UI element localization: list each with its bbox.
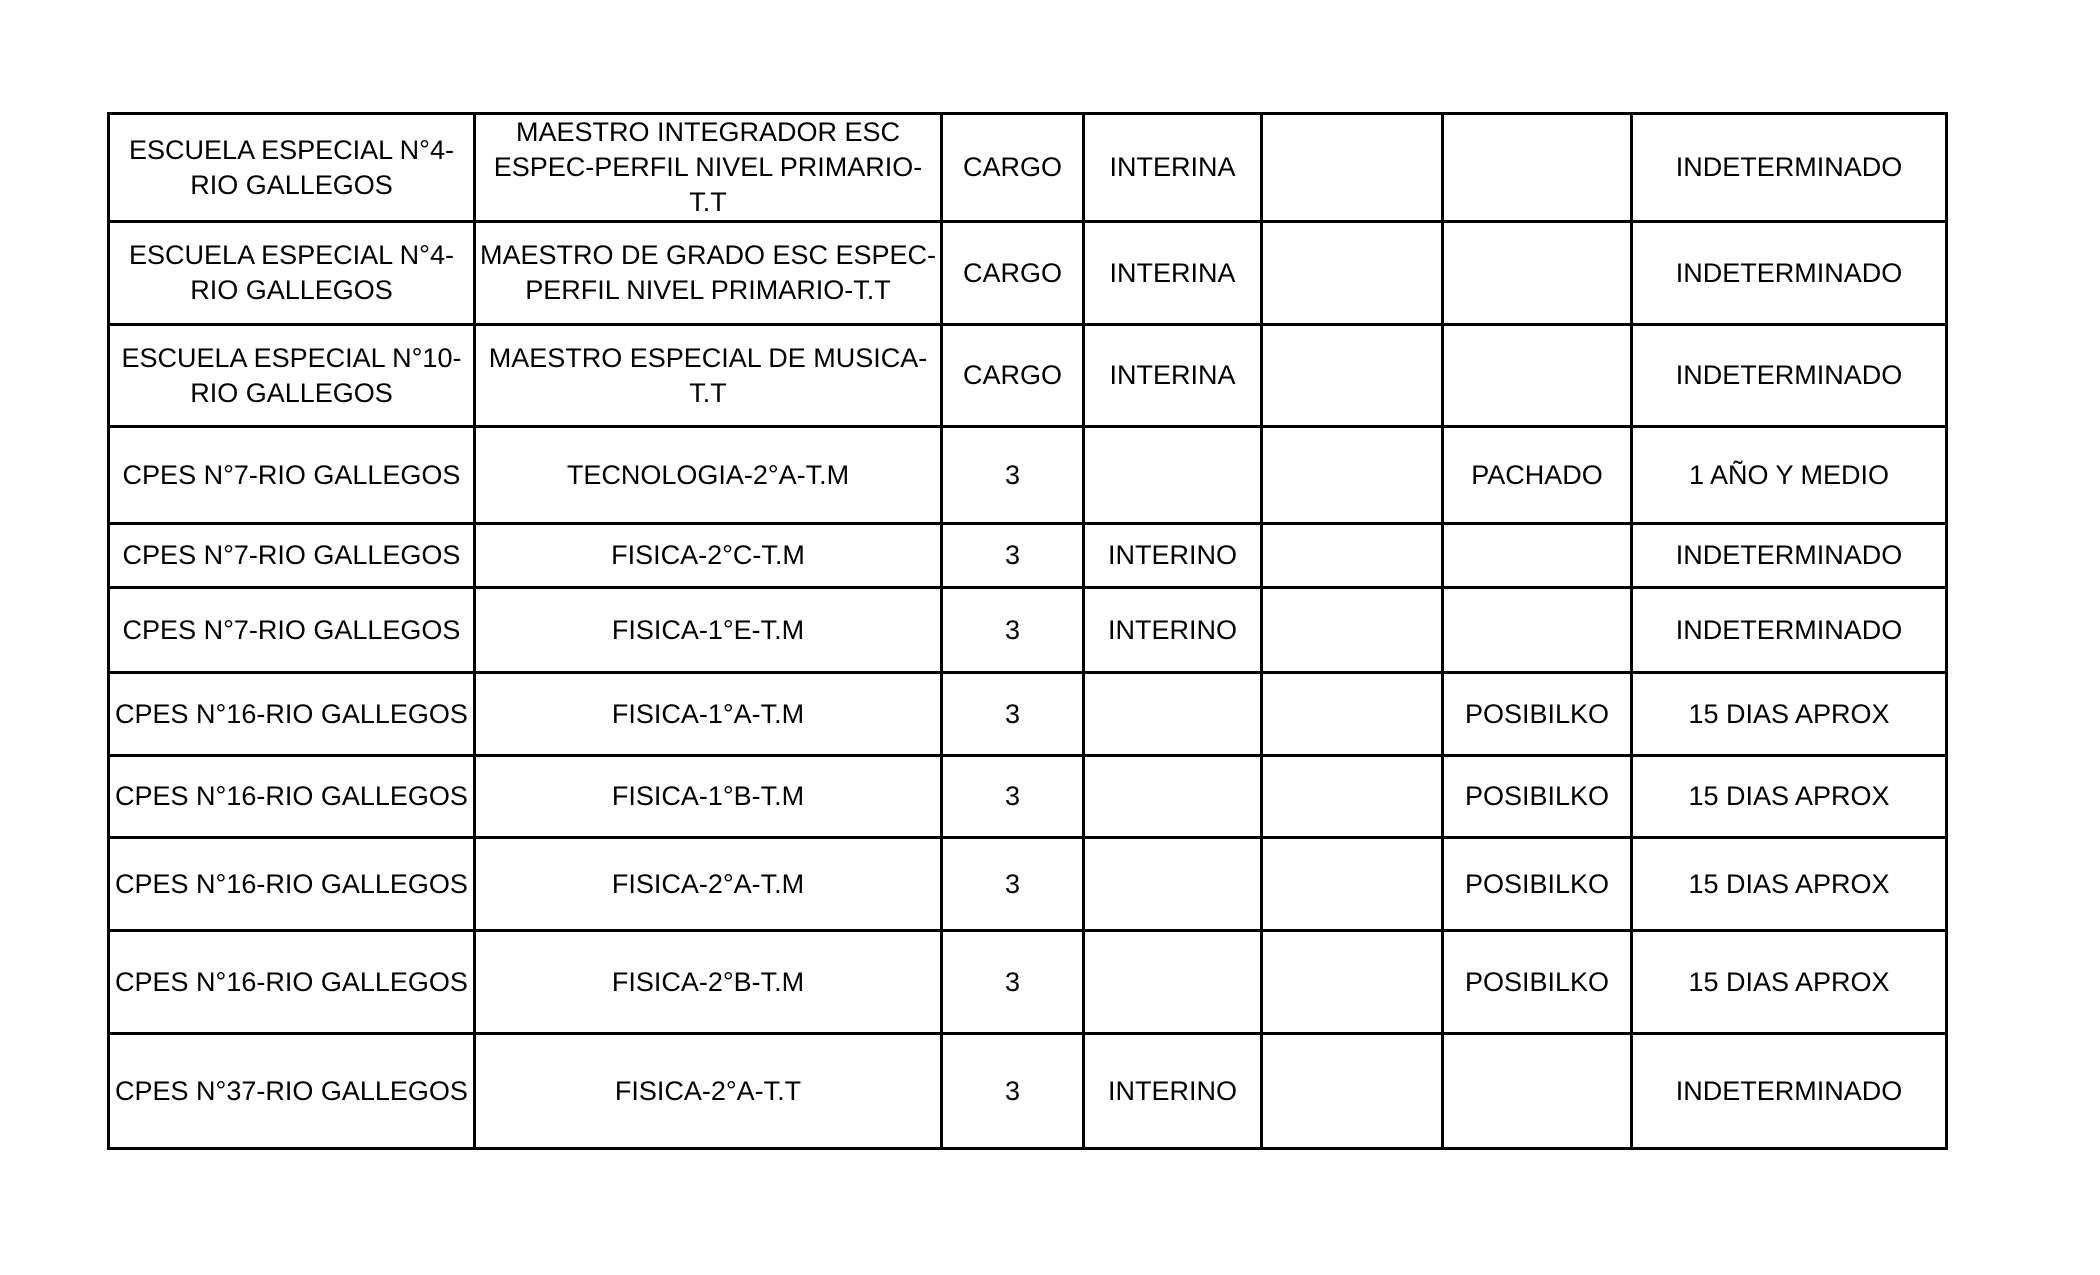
load-cell: 3 (940, 929, 1085, 1035)
term-cell: INDETERMINADO (1630, 1032, 1948, 1150)
situation-cell (1082, 929, 1263, 1035)
person-cell: POSIBILKO (1441, 754, 1633, 839)
term-cell: INDETERMINADO (1630, 323, 1948, 428)
blank-cell (1260, 586, 1444, 674)
situation-cell: INTERINO (1082, 522, 1263, 589)
table-row: CPES N°16-RIO GALLEGOS FISICA-2°A-T.M 3 … (107, 836, 1948, 932)
position-cell: FISICA-1°E-T.M (473, 586, 943, 674)
situation-cell (1082, 671, 1263, 757)
person-cell: POSIBILKO (1441, 929, 1633, 1035)
load-cell: 3 (940, 522, 1085, 589)
load-cell: 3 (940, 754, 1085, 839)
situation-cell (1082, 754, 1263, 839)
blank-cell (1260, 112, 1444, 223)
term-cell: 15 DIAS APROX (1630, 754, 1948, 839)
load-cell: 3 (940, 425, 1085, 525)
blank-cell (1260, 220, 1444, 326)
table-row: CPES N°16-RIO GALLEGOS FISICA-1°B-T.M 3 … (107, 754, 1948, 839)
table-row: CPES N°7-RIO GALLEGOS FISICA-1°E-T.M 3 I… (107, 586, 1948, 674)
situation-cell (1082, 425, 1263, 525)
situation-cell: INTERINO (1082, 1032, 1263, 1150)
position-cell: TECNOLOGIA-2°A-T.M (473, 425, 943, 525)
load-cell: CARGO (940, 323, 1085, 428)
person-cell (1441, 522, 1633, 589)
school-cell: CPES N°7-RIO GALLEGOS (107, 425, 476, 525)
position-cell: FISICA-2°B-T.M (473, 929, 943, 1035)
load-cell: 3 (940, 1032, 1085, 1150)
person-cell (1441, 112, 1633, 223)
blank-cell (1260, 929, 1444, 1035)
person-cell (1441, 586, 1633, 674)
load-cell: 3 (940, 586, 1085, 674)
term-cell: INDETERMINADO (1630, 112, 1948, 223)
term-cell: 15 DIAS APROX (1630, 836, 1948, 932)
blank-cell (1260, 323, 1444, 428)
position-cell: FISICA-2°A-T.M (473, 836, 943, 932)
table-row: CPES N°16-RIO GALLEGOS FISICA-2°B-T.M 3 … (107, 929, 1948, 1035)
person-cell (1441, 220, 1633, 326)
blank-cell (1260, 671, 1444, 757)
person-cell: PACHADO (1441, 425, 1633, 525)
load-cell: CARGO (940, 112, 1085, 223)
person-cell (1441, 323, 1633, 428)
blank-cell (1260, 425, 1444, 525)
school-cell: CPES N°7-RIO GALLEGOS (107, 522, 476, 589)
person-cell (1441, 1032, 1633, 1150)
school-cell: ESCUELA ESPECIAL N°4-RIO GALLEGOS (107, 112, 476, 223)
term-cell: 1 AÑO Y MEDIO (1630, 425, 1948, 525)
school-cell: CPES N°16-RIO GALLEGOS (107, 836, 476, 932)
term-cell: 15 DIAS APROX (1630, 929, 1948, 1035)
blank-cell (1260, 754, 1444, 839)
table-row: ESCUELA ESPECIAL N°4-RIO GALLEGOS MAESTR… (107, 220, 1948, 326)
table-row: ESCUELA ESPECIAL N°10-RIO GALLEGOS MAEST… (107, 323, 1948, 428)
school-cell: CPES N°16-RIO GALLEGOS (107, 754, 476, 839)
table-row: CPES N°7-RIO GALLEGOS FISICA-2°C-T.M 3 I… (107, 522, 1948, 589)
situation-cell: INTERINA (1082, 323, 1263, 428)
table-row: CPES N°37-RIO GALLEGOS FISICA-2°A-T.T 3 … (107, 1032, 1948, 1150)
situation-cell: INTERINO (1082, 586, 1263, 674)
school-cell: CPES N°7-RIO GALLEGOS (107, 586, 476, 674)
position-cell: FISICA-2°A-T.T (473, 1032, 943, 1150)
position-cell: FISICA-1°B-T.M (473, 754, 943, 839)
situation-cell (1082, 836, 1263, 932)
situation-cell: INTERINA (1082, 220, 1263, 326)
school-cell: CPES N°16-RIO GALLEGOS (107, 671, 476, 757)
position-cell: FISICA-2°C-T.M (473, 522, 943, 589)
blank-cell (1260, 1032, 1444, 1150)
vacancies-table: ESCUELA ESPECIAL N°4-RIO GALLEGOS MAESTR… (107, 112, 1948, 1150)
term-cell: INDETERMINADO (1630, 220, 1948, 326)
load-cell: CARGO (940, 220, 1085, 326)
blank-cell (1260, 836, 1444, 932)
term-cell: INDETERMINADO (1630, 586, 1948, 674)
position-cell: FISICA-1°A-T.M (473, 671, 943, 757)
load-cell: 3 (940, 836, 1085, 932)
position-cell: MAESTRO ESPECIAL DE MUSICA-T.T (473, 323, 943, 428)
school-cell: ESCUELA ESPECIAL N°10-RIO GALLEGOS (107, 323, 476, 428)
school-cell: CPES N°37-RIO GALLEGOS (107, 1032, 476, 1150)
table-row: CPES N°16-RIO GALLEGOS FISICA-1°A-T.M 3 … (107, 671, 1948, 757)
person-cell: POSIBILKO (1441, 836, 1633, 932)
position-cell: MAESTRO DE GRADO ESC ESPEC-PERFIL NIVEL … (473, 220, 943, 326)
table-row: ESCUELA ESPECIAL N°4-RIO GALLEGOS MAESTR… (107, 112, 1948, 223)
load-cell: 3 (940, 671, 1085, 757)
blank-cell (1260, 522, 1444, 589)
table-row: CPES N°7-RIO GALLEGOS TECNOLOGIA-2°A-T.M… (107, 425, 1948, 525)
person-cell: POSIBILKO (1441, 671, 1633, 757)
term-cell: INDETERMINADO (1630, 522, 1948, 589)
term-cell: 15 DIAS APROX (1630, 671, 1948, 757)
position-cell: MAESTRO INTEGRADOR ESC ESPEC-PERFIL NIVE… (473, 112, 943, 223)
school-cell: ESCUELA ESPECIAL N°4-RIO GALLEGOS (107, 220, 476, 326)
situation-cell: INTERINA (1082, 112, 1263, 223)
school-cell: CPES N°16-RIO GALLEGOS (107, 929, 476, 1035)
